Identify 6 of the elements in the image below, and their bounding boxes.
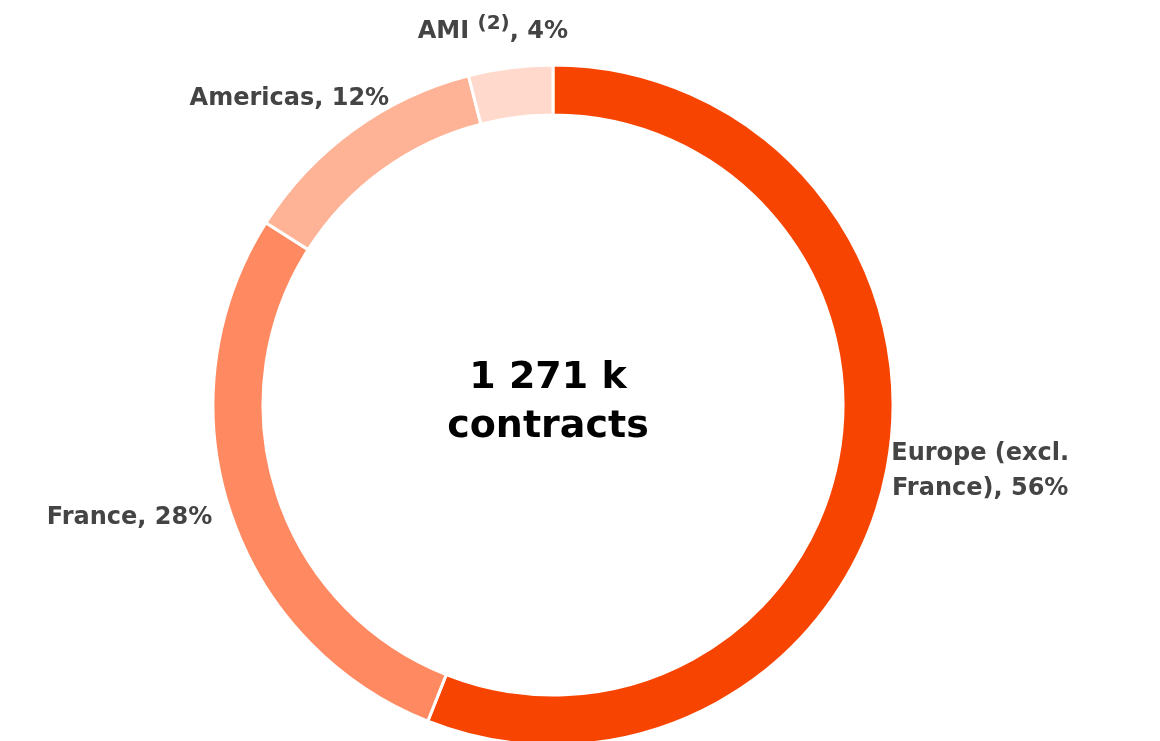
- text: 1 271 k contracts: [446, 351, 650, 448]
- slice-label: Europe (excl. France), 56%: [890, 437, 1071, 504]
- data-label: , 4%: [509, 16, 568, 45]
- slice-label: Americas, 12%: [189, 81, 390, 113]
- slice-label: AMI $^{(2)}$: [417, 10, 510, 45]
- slice-label: France, 28%: [46, 500, 213, 532]
